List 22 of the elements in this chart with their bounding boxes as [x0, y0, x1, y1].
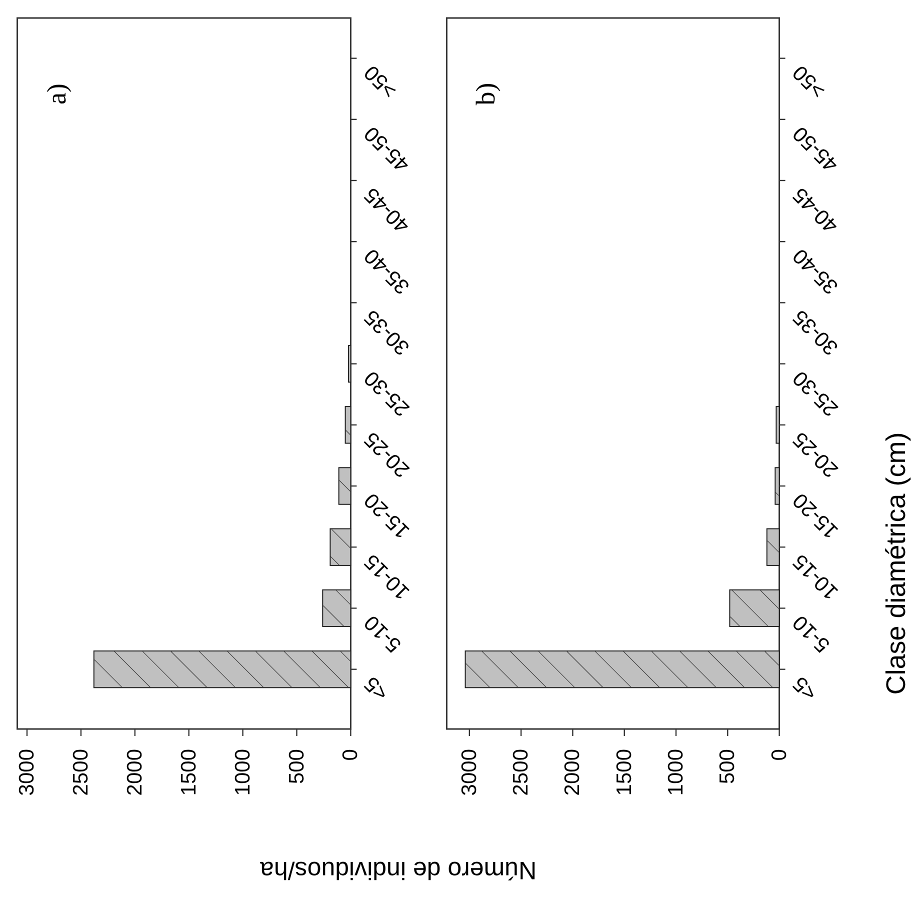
x-tick-label: 500 [285, 749, 308, 784]
x-tick-label: 1000 [231, 749, 254, 796]
y-tick-label: >50 [360, 60, 402, 102]
x-tick-label: 0 [339, 749, 362, 761]
x-axis-title: Número de individuos/ha [260, 856, 537, 884]
x-tick-label: 3000 [458, 749, 481, 796]
text: a) [41, 84, 72, 104]
y-axis-title: Clase diamétrica (cm) [881, 432, 911, 695]
x-tick-label: 500 [716, 749, 740, 784]
x-tick-label: 1500 [612, 749, 636, 796]
y-tick-label: <5 [360, 672, 394, 705]
x-tick-label: 2500 [510, 749, 533, 796]
x-tick-label: 2500 [69, 749, 92, 796]
x-tick-label: 2000 [123, 749, 146, 796]
y-tick-label: >50 [788, 60, 830, 102]
x-tick-label: 0 [768, 749, 791, 761]
x-tick-label: 1000 [664, 749, 688, 796]
x-tick-label: 1500 [177, 749, 200, 796]
x-tick-label: 2000 [561, 749, 584, 796]
y-tick-label: <5 [788, 672, 822, 705]
x-tick-label: 3000 [16, 749, 39, 796]
text: b) [470, 82, 501, 106]
